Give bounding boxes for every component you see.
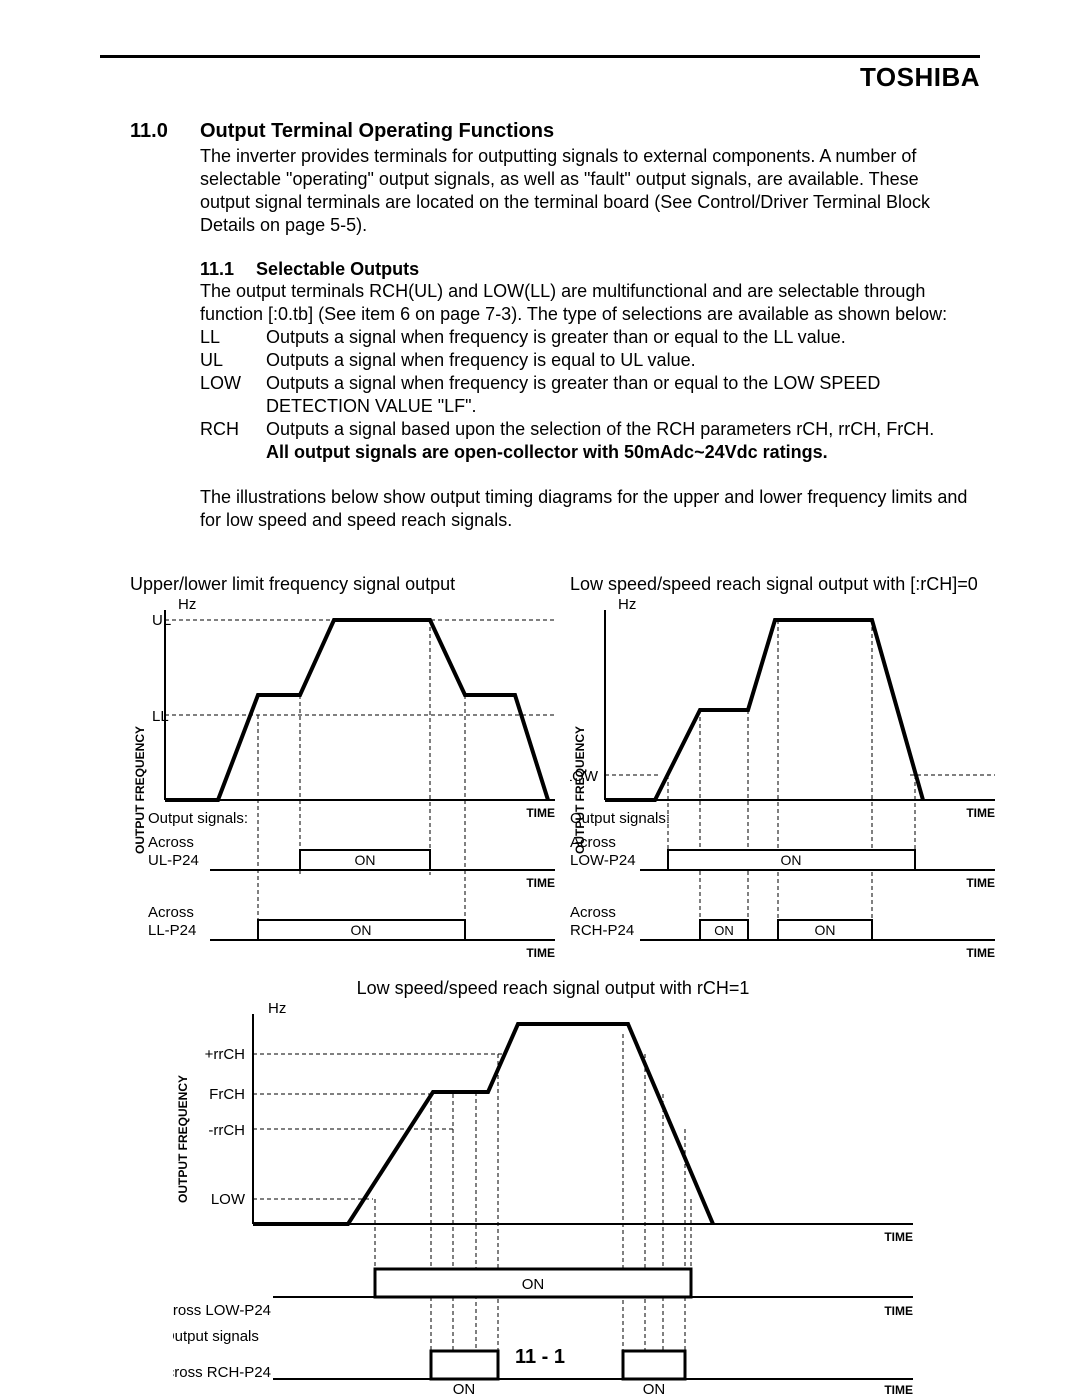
time-label-2: TIME: [966, 876, 995, 890]
sig2-label-b: RCH-P24: [570, 922, 634, 939]
subsection-heading: 11.1 Selectable Outputs: [200, 259, 970, 280]
time-label-1: TIME: [884, 1230, 913, 1244]
output-signals-label: Output signals: [173, 1328, 259, 1345]
sig1-on-text: ON: [355, 852, 376, 868]
freq-curve: [253, 1024, 713, 1224]
section-intro: The inverter provides terminals for outp…: [200, 145, 970, 237]
def-val: Outputs a signal when frequency is great…: [266, 372, 970, 418]
ytick-low: LOW: [570, 768, 599, 785]
yt1: FrCH: [209, 1086, 245, 1103]
y-axis-label: OUTPUT FREQUENCY: [176, 1075, 190, 1203]
def-key: LOW: [200, 372, 266, 418]
time-label-3: TIME: [526, 946, 555, 960]
sig2-label-b: LL-P24: [148, 922, 196, 939]
diagram-right-title: Low speed/speed reach signal output with…: [570, 574, 1000, 595]
time-label-2: TIME: [884, 1304, 913, 1318]
sig2-on-text-1: ON: [453, 1381, 476, 1398]
def-row-low: LOW Outputs a signal when frequency is g…: [200, 372, 970, 418]
time-label-1: TIME: [966, 806, 995, 820]
diagram-right: Low speed/speed reach signal output with…: [570, 574, 1000, 970]
yt2: -rrCH: [208, 1122, 245, 1139]
sig1-label-a: Across: [570, 834, 616, 851]
y-axis-label: OUTPUT FREQUENCY: [133, 726, 147, 854]
diagram-left: Upper/lower limit frequency signal outpu…: [130, 574, 560, 970]
sig2-on-text-2: ON: [815, 922, 836, 938]
diagram-right-svg: OUTPUT FREQUENCY Hz LOW: [570, 595, 1000, 965]
sig2-on-text-1: ON: [714, 923, 734, 938]
sig1-label-b: UL-P24: [148, 852, 199, 869]
section-title: Output Terminal Operating Functions: [200, 120, 554, 143]
freq-curve: [165, 620, 548, 800]
subsection-intro: The output terminals RCH(UL) and LOW(LL)…: [200, 280, 970, 326]
brand-logo: TOSHIBA: [860, 62, 980, 93]
subsection-title: Selectable Outputs: [256, 259, 419, 280]
hz-label: Hz: [618, 596, 636, 613]
sig1-label: Across LOW-P24: [173, 1302, 271, 1319]
time-label-3: TIME: [966, 946, 995, 960]
def-row-ll: LL Outputs a signal when frequency is gr…: [200, 326, 970, 349]
top-diagrams-row: Upper/lower limit frequency signal outpu…: [130, 574, 976, 970]
section-number: 11.0: [130, 120, 182, 143]
diagram-left-title: Upper/lower limit frequency signal outpu…: [130, 574, 560, 595]
def-val: Outputs a signal based upon the selectio…: [266, 418, 934, 464]
subsection-number: 11.1: [200, 259, 234, 280]
header-rule: TOSHIBA: [100, 55, 980, 93]
ytick-ll: LL: [152, 708, 169, 725]
diagram-left-svg: OUTPUT FREQUENCY Hz UL LL: [130, 595, 560, 965]
def-row-rch: RCH Outputs a signal based upon the sele…: [200, 418, 970, 464]
def-row-ul: UL Outputs a signal when frequency is eq…: [200, 349, 970, 372]
sig1-label-b: LOW-P24: [570, 852, 636, 869]
sig2-label-a: Across: [570, 904, 616, 921]
subsection-post: The illustrations below show output timi…: [200, 486, 970, 532]
hz-label: Hz: [268, 1000, 286, 1017]
def-val: Outputs a signal when frequency is equal…: [266, 349, 696, 372]
diagrams-block: Upper/lower limit frequency signal outpu…: [130, 574, 976, 1399]
sig1-on-text: ON: [781, 852, 802, 868]
page-number: 11 - 1: [0, 1346, 1080, 1369]
yt3: LOW: [211, 1191, 246, 1208]
sig2-on-text-2: ON: [643, 1381, 666, 1398]
time-label-3: TIME: [884, 1383, 913, 1397]
output-signals-label: Output signals:: [148, 810, 248, 827]
content-block: 11.0 Output Terminal Operating Functions…: [130, 120, 970, 532]
def-key: UL: [200, 349, 266, 372]
diagram-bottom-title: Low speed/speed reach signal output with…: [357, 978, 750, 998]
def-key: RCH: [200, 418, 266, 464]
sig2-label-a: Across: [148, 904, 194, 921]
diagram-bottom-title-wrap: Low speed/speed reach signal output with…: [130, 978, 976, 999]
section-heading: 11.0 Output Terminal Operating Functions: [130, 120, 970, 143]
diagram-bottom-wrap: OUTPUT FREQUENCY Hz +rrCH FrCH -rrCH LOW: [130, 999, 976, 1399]
page: TOSHIBA 11.0 Output Terminal Operating F…: [0, 0, 1080, 1397]
time-label-2: TIME: [526, 876, 555, 890]
time-label-1: TIME: [526, 806, 555, 820]
def-note: All output signals are open-collector wi…: [266, 442, 828, 462]
yt0: +rrCH: [205, 1046, 245, 1063]
def-key: LL: [200, 326, 266, 349]
def-val: Outputs a signal when frequency is great…: [266, 326, 846, 349]
sig1-on-text: ON: [522, 1276, 545, 1293]
diagram-bottom-svg: OUTPUT FREQUENCY Hz +rrCH FrCH -rrCH LOW: [173, 999, 933, 1399]
sig1-label-a: Across: [148, 834, 194, 851]
sig2-on-text: ON: [351, 922, 372, 938]
def-val-text: Outputs a signal based upon the selectio…: [266, 419, 934, 439]
hz-label: Hz: [178, 596, 196, 613]
output-signals-label: Output signals:: [570, 810, 670, 827]
freq-curve: [605, 620, 923, 800]
